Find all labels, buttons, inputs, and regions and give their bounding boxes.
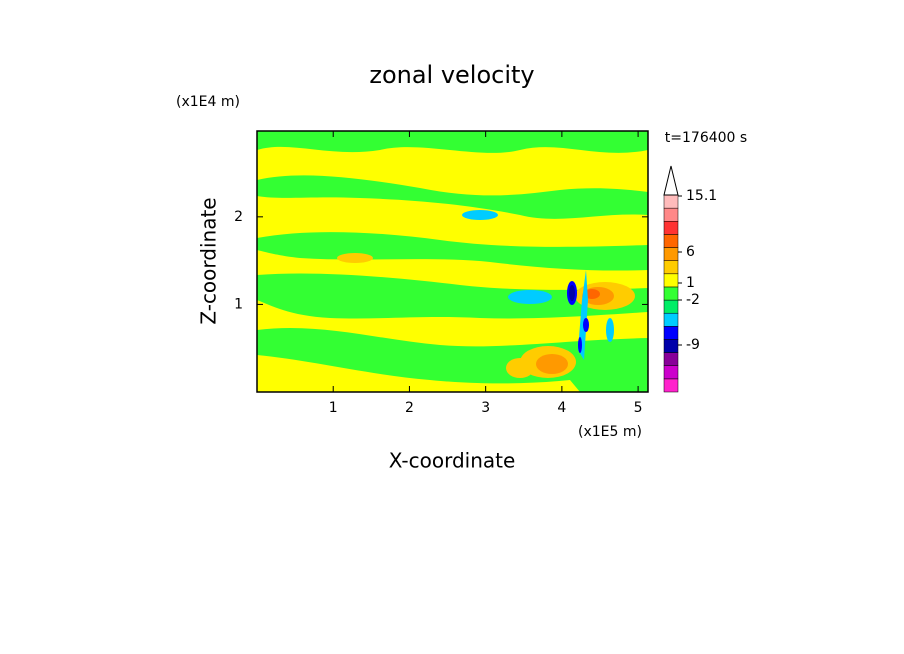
colorbar-segment (663, 326, 679, 340)
x-tick-label: 2 (405, 400, 414, 416)
colorbar-segment (663, 273, 679, 288)
contour-region (584, 289, 600, 299)
contour-region (569, 285, 575, 301)
contour-field (257, 131, 648, 392)
x-tick-label: 3 (481, 400, 490, 416)
contour-region (506, 358, 534, 378)
colorbar-tick-label: 1 (686, 275, 695, 291)
x-tick-label: 5 (634, 400, 643, 416)
contour-region (578, 337, 582, 353)
y-unit: (x1E4 m) (176, 94, 240, 110)
contour-region (536, 354, 568, 374)
colorbar-segment (663, 194, 679, 209)
colorbar-extension (663, 165, 679, 196)
colorbar-segment (663, 299, 679, 314)
colorbar-segment (663, 207, 679, 222)
x-tick-label: 1 (329, 400, 338, 416)
colorbar-segment (663, 312, 679, 327)
contour-region (257, 175, 648, 219)
colorbar-tick-label: -2 (686, 292, 700, 308)
x-axis-label: X-coordinate (389, 449, 516, 473)
time-label: t=176400 s (665, 130, 747, 146)
contour-region (583, 318, 589, 332)
colorbar-segment (663, 339, 679, 353)
contour-region (606, 318, 614, 342)
y-tick-label: 2 (234, 209, 243, 225)
x-tick-label: 4 (557, 400, 566, 416)
colorbar-segment (663, 286, 679, 301)
colorbar-segment (663, 221, 679, 235)
colorbar-segment (663, 352, 679, 366)
contour-region (257, 131, 648, 153)
colorbar-tick-label: 6 (686, 244, 695, 260)
colorbar-segment (663, 234, 679, 248)
contour-region (508, 290, 552, 304)
contour-region (462, 210, 498, 220)
contour-region (257, 232, 648, 271)
colorbar-segment (663, 247, 679, 261)
colorbar-tick-label: -9 (686, 337, 700, 353)
plot-frame (256, 130, 649, 393)
colorbar-segment (663, 365, 679, 380)
contour-region (337, 253, 373, 263)
colorbar-segment (663, 378, 679, 393)
colorbar-segment (663, 260, 679, 275)
contour-region (257, 273, 648, 319)
y-axis-label: Z-coordinate (197, 197, 221, 324)
x-unit: (x1E5 m) (578, 424, 642, 440)
chart-title: zonal velocity (369, 61, 534, 89)
contour-region (257, 355, 580, 392)
y-tick-label: 1 (234, 296, 243, 312)
colorbar-tick-label: 15.1 (686, 188, 717, 204)
